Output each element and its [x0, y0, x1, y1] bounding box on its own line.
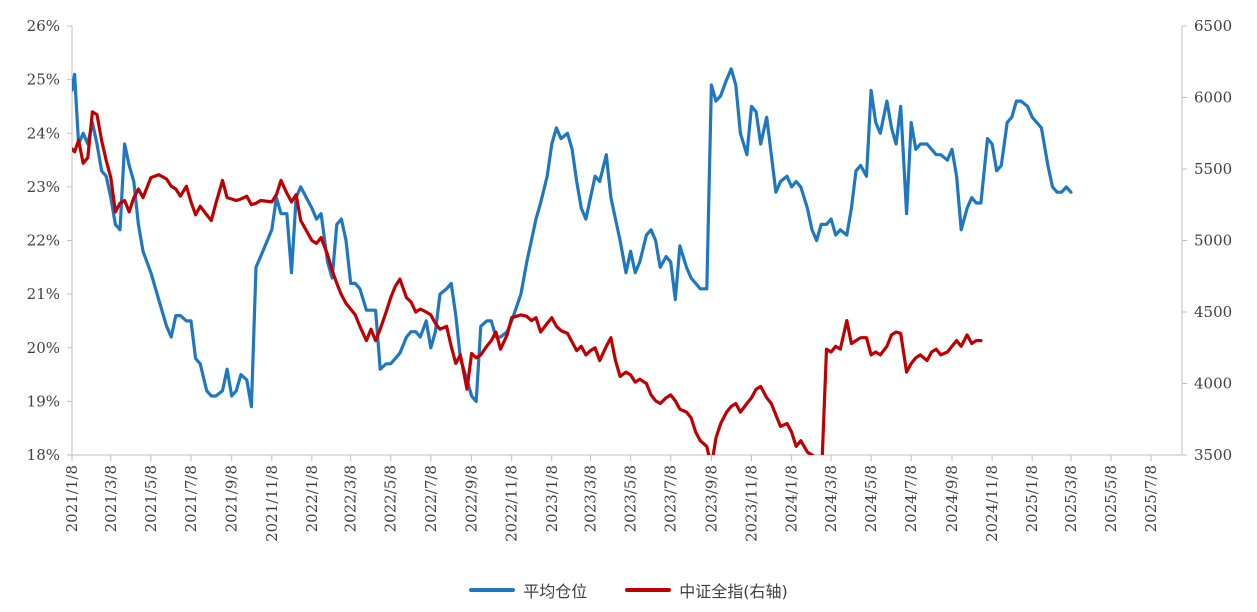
y-left-tick-label: 23% [27, 178, 60, 196]
x-tick-label: 2022/11/8 [503, 465, 521, 542]
x-tick-label: 2025/5/8 [1102, 465, 1120, 532]
x-tick-label: 2021/7/8 [182, 465, 200, 532]
y-right-tick-label: 5500 [1194, 160, 1232, 178]
x-tick-label: 2022/9/8 [463, 465, 481, 532]
x-tick-label: 2023/5/8 [622, 465, 640, 532]
y-right-tick-label: 6500 [1194, 17, 1232, 35]
x-tick-label: 2022/7/8 [422, 465, 440, 532]
legend-swatch-1 [469, 588, 516, 592]
x-tick-label: 2024/3/8 [822, 465, 840, 532]
x-tick-label: 2021/9/8 [223, 465, 241, 532]
x-tick-label: 2024/5/8 [862, 465, 880, 532]
x-tick-label: 2025/7/8 [1142, 465, 1160, 532]
y-right-tick-label: 5000 [1194, 232, 1232, 250]
x-tick-label: 2024/9/8 [943, 465, 961, 532]
x-tick-label: 2025/1/8 [1023, 465, 1041, 532]
legend: 平均仓位 中证全指(右轴) [0, 578, 1257, 602]
y-left-tick-label: 26% [27, 17, 60, 35]
x-tick-label: 2022/1/8 [303, 465, 321, 532]
y-left-tick-label: 25% [27, 71, 60, 89]
x-tick-label: 2021/11/8 [263, 465, 281, 542]
y-left-tick-label: 24% [27, 124, 60, 142]
y-left-tick-label: 20% [27, 339, 60, 357]
x-tick-label: 2022/5/8 [382, 465, 400, 532]
y-right-tick-label: 6000 [1194, 89, 1232, 107]
x-tick-label: 2023/3/8 [582, 465, 600, 532]
y-left-tick-label: 22% [27, 232, 60, 250]
y-right-tick-label: 4000 [1194, 375, 1232, 393]
y-left-tick-label: 21% [27, 285, 60, 303]
x-tick-label: 2022/3/8 [342, 465, 360, 532]
legend-item-1: 平均仓位 [469, 578, 587, 602]
legend-swatch-2 [625, 588, 672, 592]
legend-label-1: 平均仓位 [523, 582, 588, 601]
legend-label-2: 中证全指(右轴) [679, 582, 788, 601]
x-tick-label: 2023/7/8 [662, 465, 680, 532]
legend-item-2: 中证全指(右轴) [625, 578, 788, 602]
x-tick-label: 2025/3/8 [1062, 465, 1080, 532]
x-tick-label: 2023/11/8 [743, 465, 761, 542]
series-line-1 [72, 67, 1073, 409]
x-tick-label: 2024/7/8 [902, 465, 920, 532]
x-tick-label: 2024/11/8 [983, 465, 1001, 542]
y-right-tick-label: 4500 [1194, 303, 1232, 321]
x-tick-label: 2021/3/8 [102, 465, 120, 532]
y-left-tick-label: 18% [27, 446, 60, 464]
y-right-tick-label: 3500 [1194, 446, 1232, 464]
x-tick-label: 2024/1/8 [783, 465, 801, 532]
x-tick-label: 2023/9/8 [702, 465, 720, 532]
series-line-2 [72, 110, 983, 455]
x-tick-label: 2021/5/8 [142, 465, 160, 532]
x-tick-label: 2021/1/8 [63, 465, 81, 532]
x-tick-label: 2023/1/8 [543, 465, 561, 532]
y-left-tick-label: 19% [27, 392, 60, 410]
